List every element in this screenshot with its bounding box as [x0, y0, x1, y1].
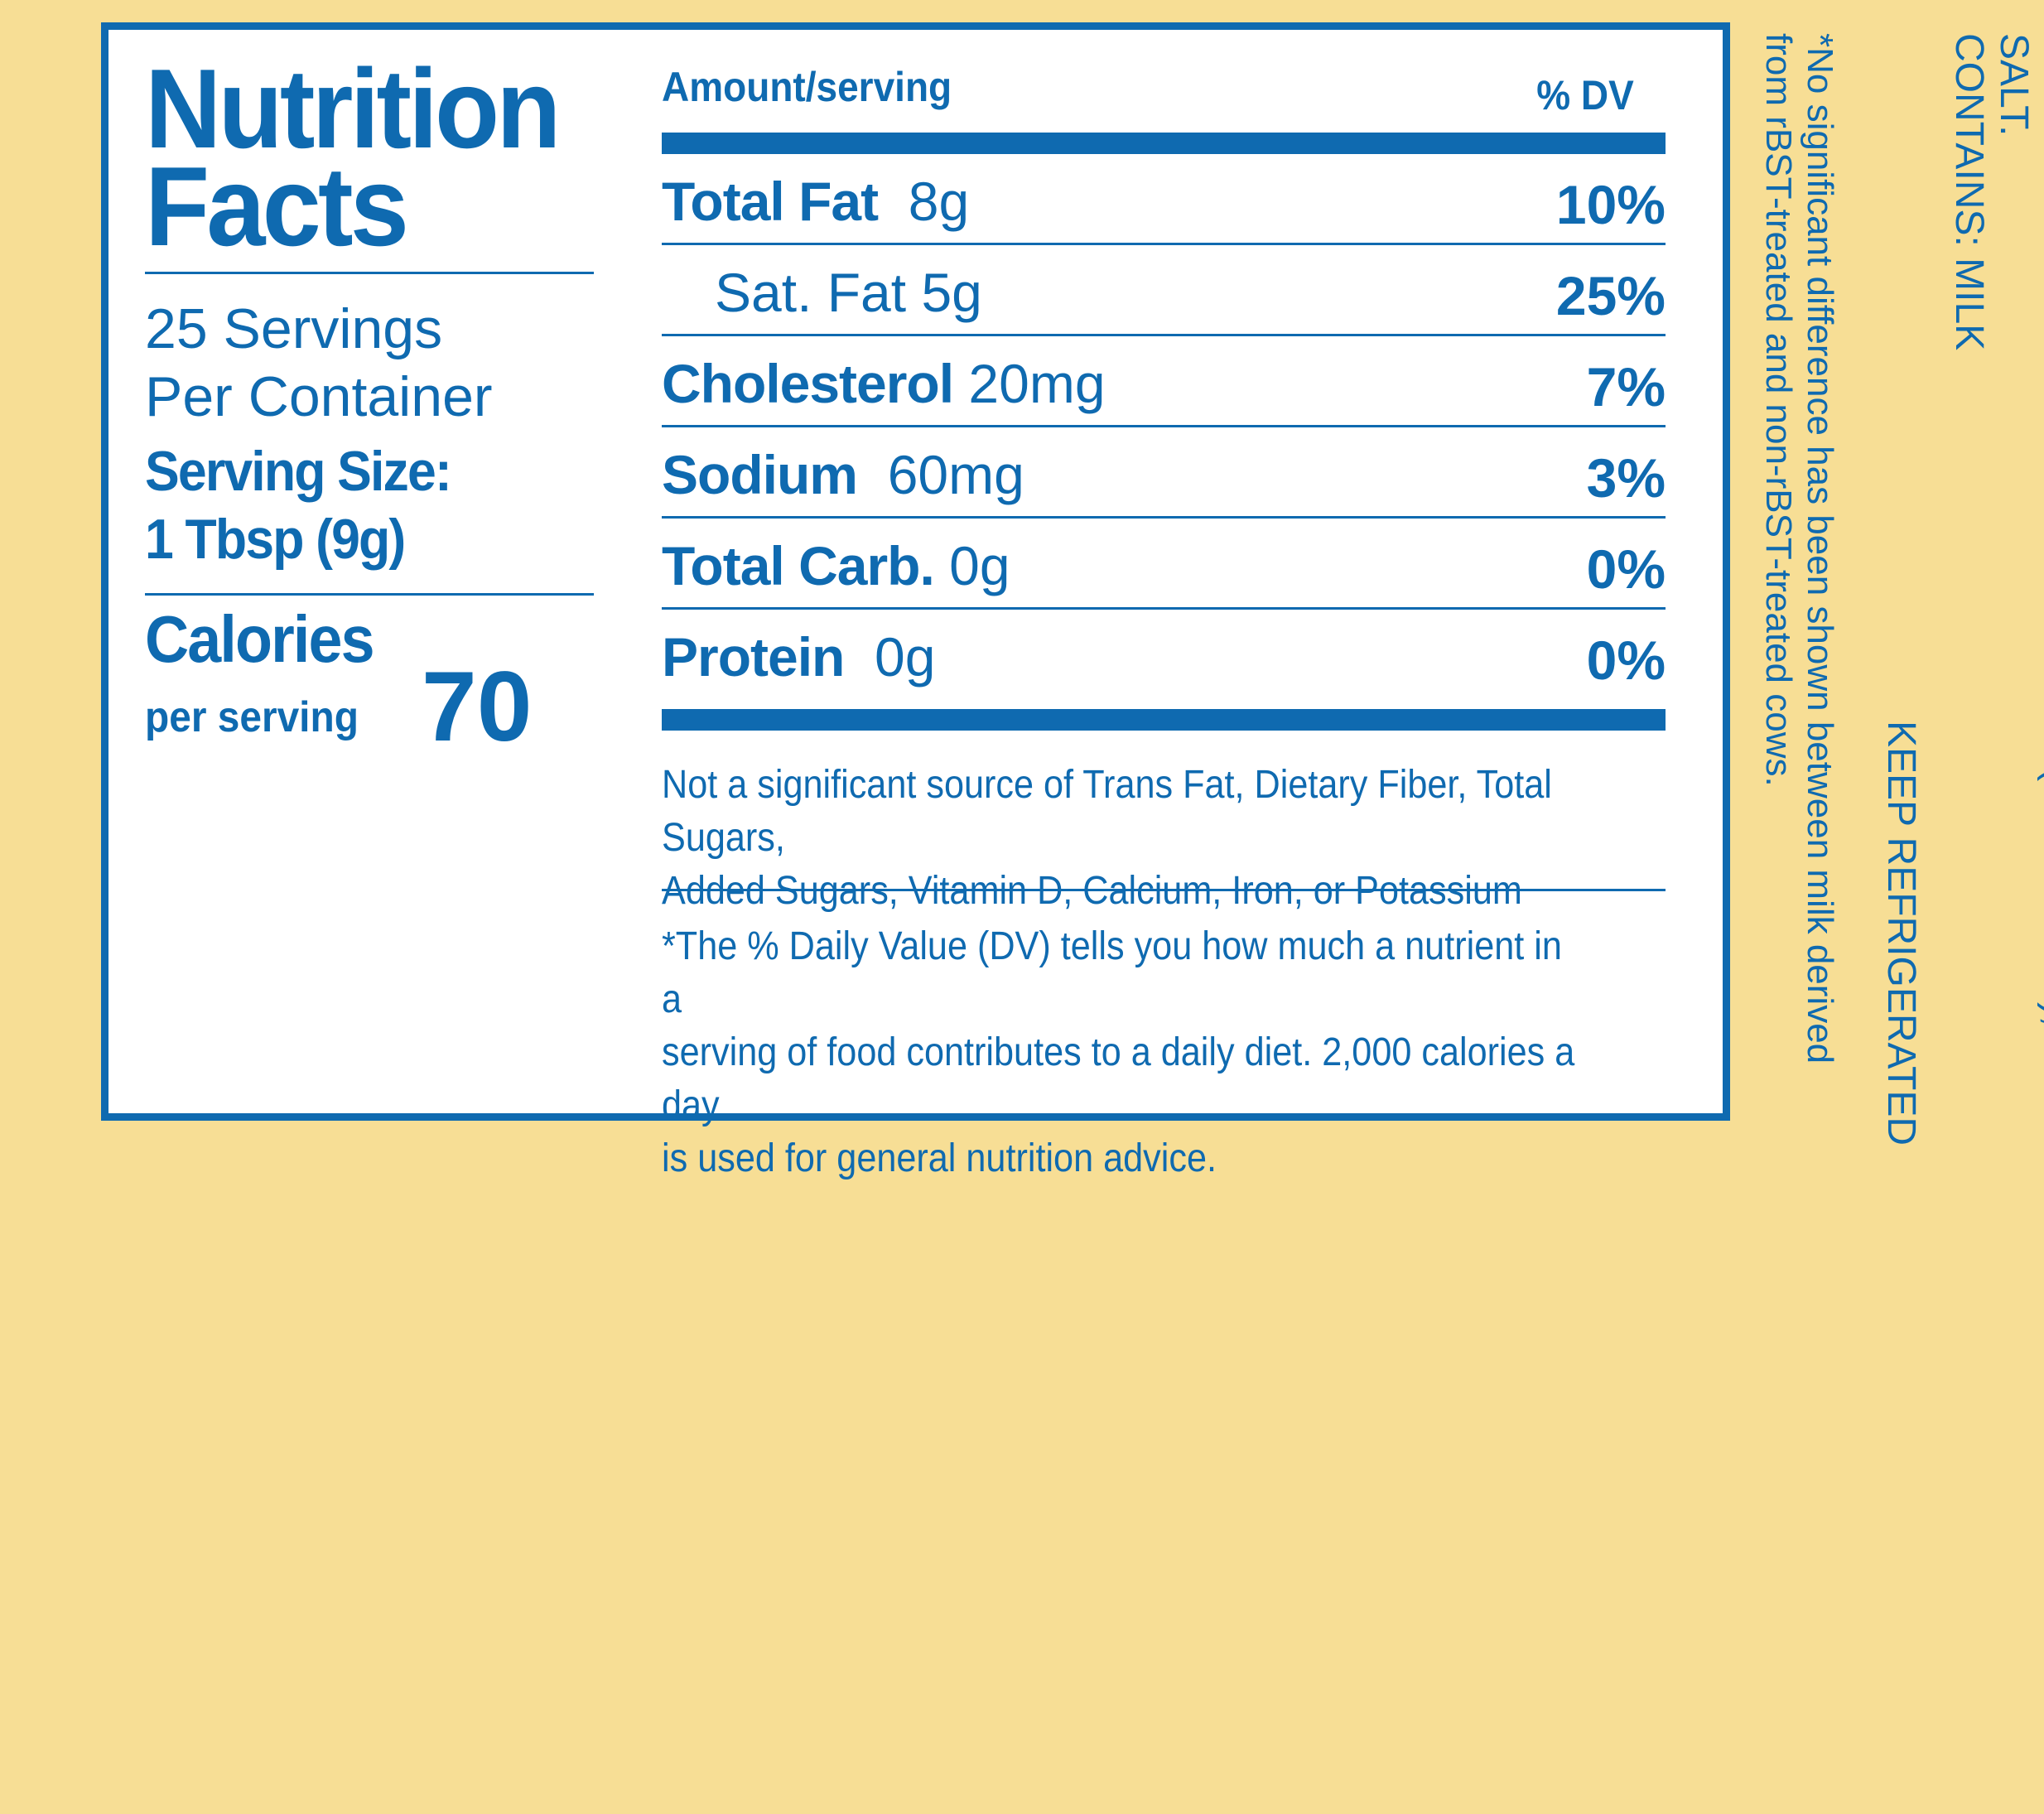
nutrient-amount: 8g — [908, 171, 970, 232]
nutrient-name: Sodium — [662, 444, 858, 505]
nutrient-amount: 60mg — [887, 444, 1024, 505]
rbst-line: *No significant difference has been show… — [1800, 33, 1840, 1064]
servings-line-1: 25 Servings — [145, 297, 443, 360]
not-significant-note: Not a significant source of Trans Fat, D… — [662, 759, 1586, 918]
footnote-line: serving of food contributes to a daily d… — [662, 1030, 1575, 1127]
footnote-line: *The % Daily Value (DV) tells you how mu… — [662, 924, 1562, 1021]
nutrient-row: Total Carb. 0g 0% — [662, 519, 1666, 610]
nutrient-name: Sat. Fat — [715, 262, 907, 323]
ingredients-block: INGREDIENTS: PASTEURIZED CREAM (FROM MIL… — [1946, 33, 2044, 1127]
amount-per-serving-header: Amount/serving — [662, 64, 952, 110]
nutrient-row: Cholesterol 20mg 7% — [662, 336, 1666, 427]
nutrient-dv: 3% — [1586, 447, 1666, 509]
calories-value: 70 — [422, 651, 533, 762]
nutrient-name: Protein — [662, 626, 845, 687]
calories-per-serving-label: per serving — [145, 693, 359, 741]
serving-size-value: 1 Tbsp (9g) — [145, 508, 406, 571]
note-line: Added Sugars, Vitamin D, Calcium, Iron, … — [662, 869, 1522, 913]
rbst-note: *No significant difference has been show… — [1757, 33, 1840, 1127]
daily-value-footnote: *The % Daily Value (DV) tells you how mu… — [662, 920, 1586, 1185]
nutrient-dv: 10% — [1555, 174, 1666, 235]
nutrition-facts-title: Nutrition Facts — [145, 46, 561, 269]
nutrient-name: Cholesterol — [662, 353, 954, 414]
nutrient-row: Total Fat 8g 10% — [662, 154, 1666, 245]
title-line-2: Facts — [145, 143, 409, 269]
thick-rule — [662, 133, 1666, 154]
nutrient-dv: 0% — [1586, 630, 1666, 691]
nutrient-text: Cholesterol 20mg — [662, 355, 1106, 412]
footnote-line: is used for general nutrition advice. — [662, 1136, 1217, 1180]
nutrition-facts-panel: Nutrition Facts 25 Servings Per Containe… — [101, 22, 1730, 1180]
note-line: Not a significant source of Trans Fat, D… — [662, 763, 1552, 860]
nutrient-name: Total Fat — [662, 171, 879, 232]
thick-rule — [662, 709, 1666, 731]
serving-size-label: Serving Size: — [145, 440, 452, 503]
nutrient-name: Total Carb. — [662, 535, 935, 596]
rbst-line: from rBST-treated and non-rBST-treated c… — [1758, 33, 1799, 787]
nutrient-amount: 5g — [921, 262, 982, 323]
servings-line-2: Per Container — [145, 365, 493, 428]
nutrient-text: Total Fat 8g — [662, 172, 969, 230]
contains-text: CONTAINS: MILK — [1947, 33, 1991, 351]
nutrient-text: Total Carb. 0g — [662, 537, 1010, 595]
divider — [145, 272, 594, 274]
nutrient-text: Sodium 60mg — [662, 446, 1024, 504]
keep-refrigerated: KEEP REFRIGERATED — [1879, 721, 1923, 1146]
nutrient-row: Sodium 60mg 3% — [662, 427, 1666, 519]
nutrient-dv: 0% — [1586, 538, 1666, 600]
nutrient-amount: 0g — [949, 535, 1010, 596]
calories-label: Calories — [145, 602, 375, 676]
ingredients-text: INGREDIENTS: PASTEURIZED CREAM (FROM MIL… — [1992, 33, 2044, 1027]
nutrient-amount: 0g — [875, 626, 936, 687]
title-line-1: Nutrition — [145, 46, 561, 171]
divider — [662, 889, 1666, 891]
nutrient-row: Protein 0g 0% — [662, 610, 1666, 701]
nutrient-row: Sat. Fat 5g 25% — [662, 245, 1666, 336]
nutrient-text: Sat. Fat 5g — [715, 263, 982, 321]
servings-per-container: 25 Servings Per Container — [145, 295, 493, 431]
nutrient-dv: 7% — [1586, 356, 1666, 417]
serving-size: Serving Size: 1 Tbsp (9g) — [145, 437, 452, 573]
daily-value-header: % DV — [1536, 72, 1634, 118]
nutrient-amount: 20mg — [968, 353, 1106, 414]
divider — [145, 593, 594, 596]
nutrient-dv: 25% — [1555, 265, 1666, 326]
nutrient-text: Protein 0g — [662, 628, 935, 686]
